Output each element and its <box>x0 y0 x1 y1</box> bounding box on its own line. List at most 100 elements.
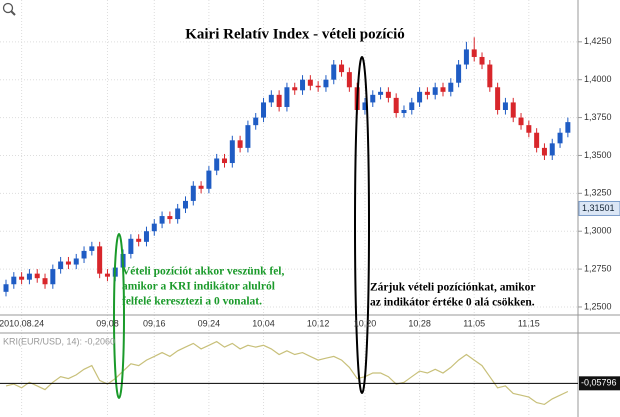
candle-body <box>323 79 329 88</box>
annotation: amikor a KRI indikátor alulról <box>122 281 275 293</box>
marks <box>3 37 571 406</box>
candle-body <box>73 258 79 265</box>
candle-body <box>167 216 173 220</box>
candle-body <box>182 200 188 209</box>
candle-body <box>143 231 149 242</box>
candle-body <box>190 185 196 201</box>
candle-body <box>463 49 469 65</box>
candle-body <box>222 158 228 164</box>
zoom-icon[interactable] <box>2 2 16 16</box>
indicator-label: KRI(EUR/USD, 14): -0,2060 <box>3 336 115 346</box>
buy-ellipse <box>113 233 125 399</box>
candle-body <box>479 56 485 65</box>
annotation: Zárjuk vételi pozíciónkat, amikor <box>370 282 535 294</box>
candle-body <box>128 238 134 254</box>
candle-body <box>245 125 251 148</box>
y-tick-label: 1,4000 <box>584 74 612 84</box>
candle-body <box>432 87 438 95</box>
y-tick-label: 1,4250 <box>584 36 612 46</box>
candle-body <box>81 250 87 259</box>
x-tick-label: 10.12 <box>307 318 330 328</box>
y-tick-label: 1,3000 <box>584 226 612 236</box>
last-price-label: 1,31501 <box>582 203 615 213</box>
sell-ellipse <box>354 56 370 394</box>
candle-body <box>541 147 547 156</box>
candle-body <box>510 102 516 118</box>
candle-body <box>175 208 181 220</box>
candle-body <box>136 238 142 242</box>
x-tick-label: 09.24 <box>198 318 221 328</box>
x-tick-label: 10.20 <box>354 318 377 328</box>
candle-body <box>471 49 477 57</box>
candle-body <box>370 94 376 103</box>
candle-body <box>549 143 555 156</box>
x-tick-label: 2010.08.24 <box>0 318 44 328</box>
candle-body <box>214 158 220 171</box>
annotation: Vételi pozíciót akkor veszünk fel, <box>122 266 284 278</box>
x-tick-label: 09.16 <box>143 318 166 328</box>
x-tick-label: 11.15 <box>518 318 540 328</box>
x-tick-label: 09.08 <box>96 318 119 328</box>
y-tick-label: -0,05796 <box>581 378 617 388</box>
candle-body <box>448 82 454 92</box>
candle-body <box>3 284 9 292</box>
candle-body <box>346 72 352 88</box>
candle-body <box>456 64 462 83</box>
candle-body <box>385 91 391 98</box>
y-tick-box <box>579 376 620 391</box>
y-tick-label: 1,2750 <box>584 263 612 273</box>
candle-body <box>89 246 95 251</box>
candle-body <box>284 87 290 107</box>
candle-body <box>229 140 235 164</box>
candle-body <box>97 246 103 274</box>
candle-body <box>65 261 71 265</box>
candle-body <box>417 91 423 103</box>
candle-body <box>276 94 282 107</box>
candle-body <box>268 94 274 103</box>
y-tick-label: 1,2500 <box>584 301 612 311</box>
annotation: az indikátor értéke 0 alá csökken. <box>370 297 535 309</box>
candle-body <box>42 278 48 285</box>
candle-body <box>50 269 56 285</box>
candle-body <box>557 132 563 144</box>
candle-body <box>261 102 267 118</box>
x-tick-label: 10.04 <box>252 318 275 328</box>
candle-body <box>237 140 243 148</box>
candle-body <box>401 110 407 114</box>
candle-body <box>409 102 415 110</box>
candle-body <box>487 64 493 88</box>
candle-body <box>565 122 571 133</box>
candle-body <box>159 216 165 224</box>
candle-body <box>104 273 110 277</box>
y-tick-label: 1,3750 <box>584 112 612 122</box>
x-tick-label: 11.05 <box>463 318 485 328</box>
candle-body <box>58 261 64 270</box>
indicator-line <box>5 340 569 406</box>
candle-body <box>339 64 345 73</box>
candle-body <box>26 273 32 280</box>
candle-body <box>307 79 313 86</box>
candle-body <box>502 102 508 110</box>
candle-body <box>198 185 204 189</box>
candle-body <box>534 132 540 148</box>
candle-body <box>526 125 532 133</box>
candle-body <box>11 276 17 285</box>
candle-body <box>424 91 430 95</box>
candle-body <box>19 276 25 280</box>
chart-title: Kairi Relatív Index - vételi pozíció <box>185 26 405 42</box>
x-tick-label: 10.28 <box>408 318 431 328</box>
candle-body <box>206 170 212 189</box>
candle-body <box>331 64 337 80</box>
annotation: felfelé keresztezi a 0 vonalat. <box>122 296 262 308</box>
candle-body <box>151 223 157 232</box>
candle-body <box>292 87 298 91</box>
candle-body <box>300 79 306 91</box>
candle-body <box>495 87 501 110</box>
candle-body <box>518 117 524 126</box>
candle-body <box>34 273 40 279</box>
last-price-box <box>578 200 620 216</box>
candle-body <box>440 87 446 92</box>
candle-body <box>393 97 399 114</box>
